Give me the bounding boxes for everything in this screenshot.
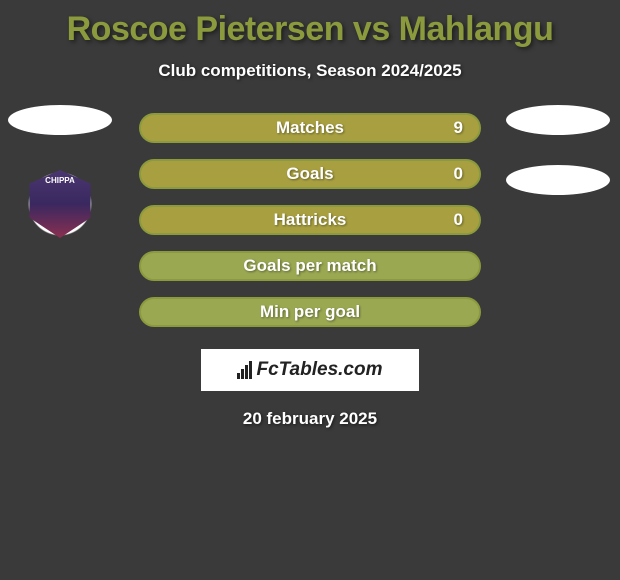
player-placeholder-ellipse bbox=[506, 105, 610, 135]
club-badge-left: CHIPPA bbox=[15, 159, 105, 249]
stat-bar-goals: Goals 0 bbox=[139, 159, 481, 189]
stat-bar-goals-per-match: Goals per match bbox=[139, 251, 481, 281]
brand-box: FcTables.com bbox=[201, 349, 419, 391]
page-title: Roscoe Pietersen vs Mahlangu bbox=[0, 0, 620, 49]
stat-rows: Matches 9 Goals 0 Hattricks 0 Goals per … bbox=[139, 113, 481, 327]
right-player-badges bbox=[506, 105, 610, 195]
stat-bar-min-per-goal: Min per goal bbox=[139, 297, 481, 327]
brand-text: FcTables.com bbox=[256, 359, 382, 381]
club-crest-icon: CHIPPA bbox=[26, 170, 94, 238]
stat-value: 9 bbox=[454, 118, 463, 138]
stat-value: 0 bbox=[454, 210, 463, 230]
comparison-container: CHIPPA Matches 9 Goals 0 Hattricks 0 Goa… bbox=[0, 113, 620, 327]
player-placeholder-ellipse bbox=[506, 165, 610, 195]
subtitle: Club competitions, Season 2024/2025 bbox=[0, 61, 620, 81]
stat-label: Hattricks bbox=[274, 210, 347, 230]
bar-chart-icon bbox=[237, 361, 252, 379]
stat-label: Matches bbox=[276, 118, 344, 138]
stat-value: 0 bbox=[454, 164, 463, 184]
club-crest-text: CHIPPA bbox=[26, 176, 94, 185]
stat-label: Goals bbox=[286, 164, 333, 184]
stat-label: Goals per match bbox=[243, 256, 376, 276]
stat-label: Min per goal bbox=[260, 302, 360, 322]
stat-bar-matches: Matches 9 bbox=[139, 113, 481, 143]
stat-bar-hattricks: Hattricks 0 bbox=[139, 205, 481, 235]
left-player-badges: CHIPPA bbox=[8, 105, 112, 249]
date-text: 20 february 2025 bbox=[0, 409, 620, 429]
player-placeholder-ellipse bbox=[8, 105, 112, 135]
